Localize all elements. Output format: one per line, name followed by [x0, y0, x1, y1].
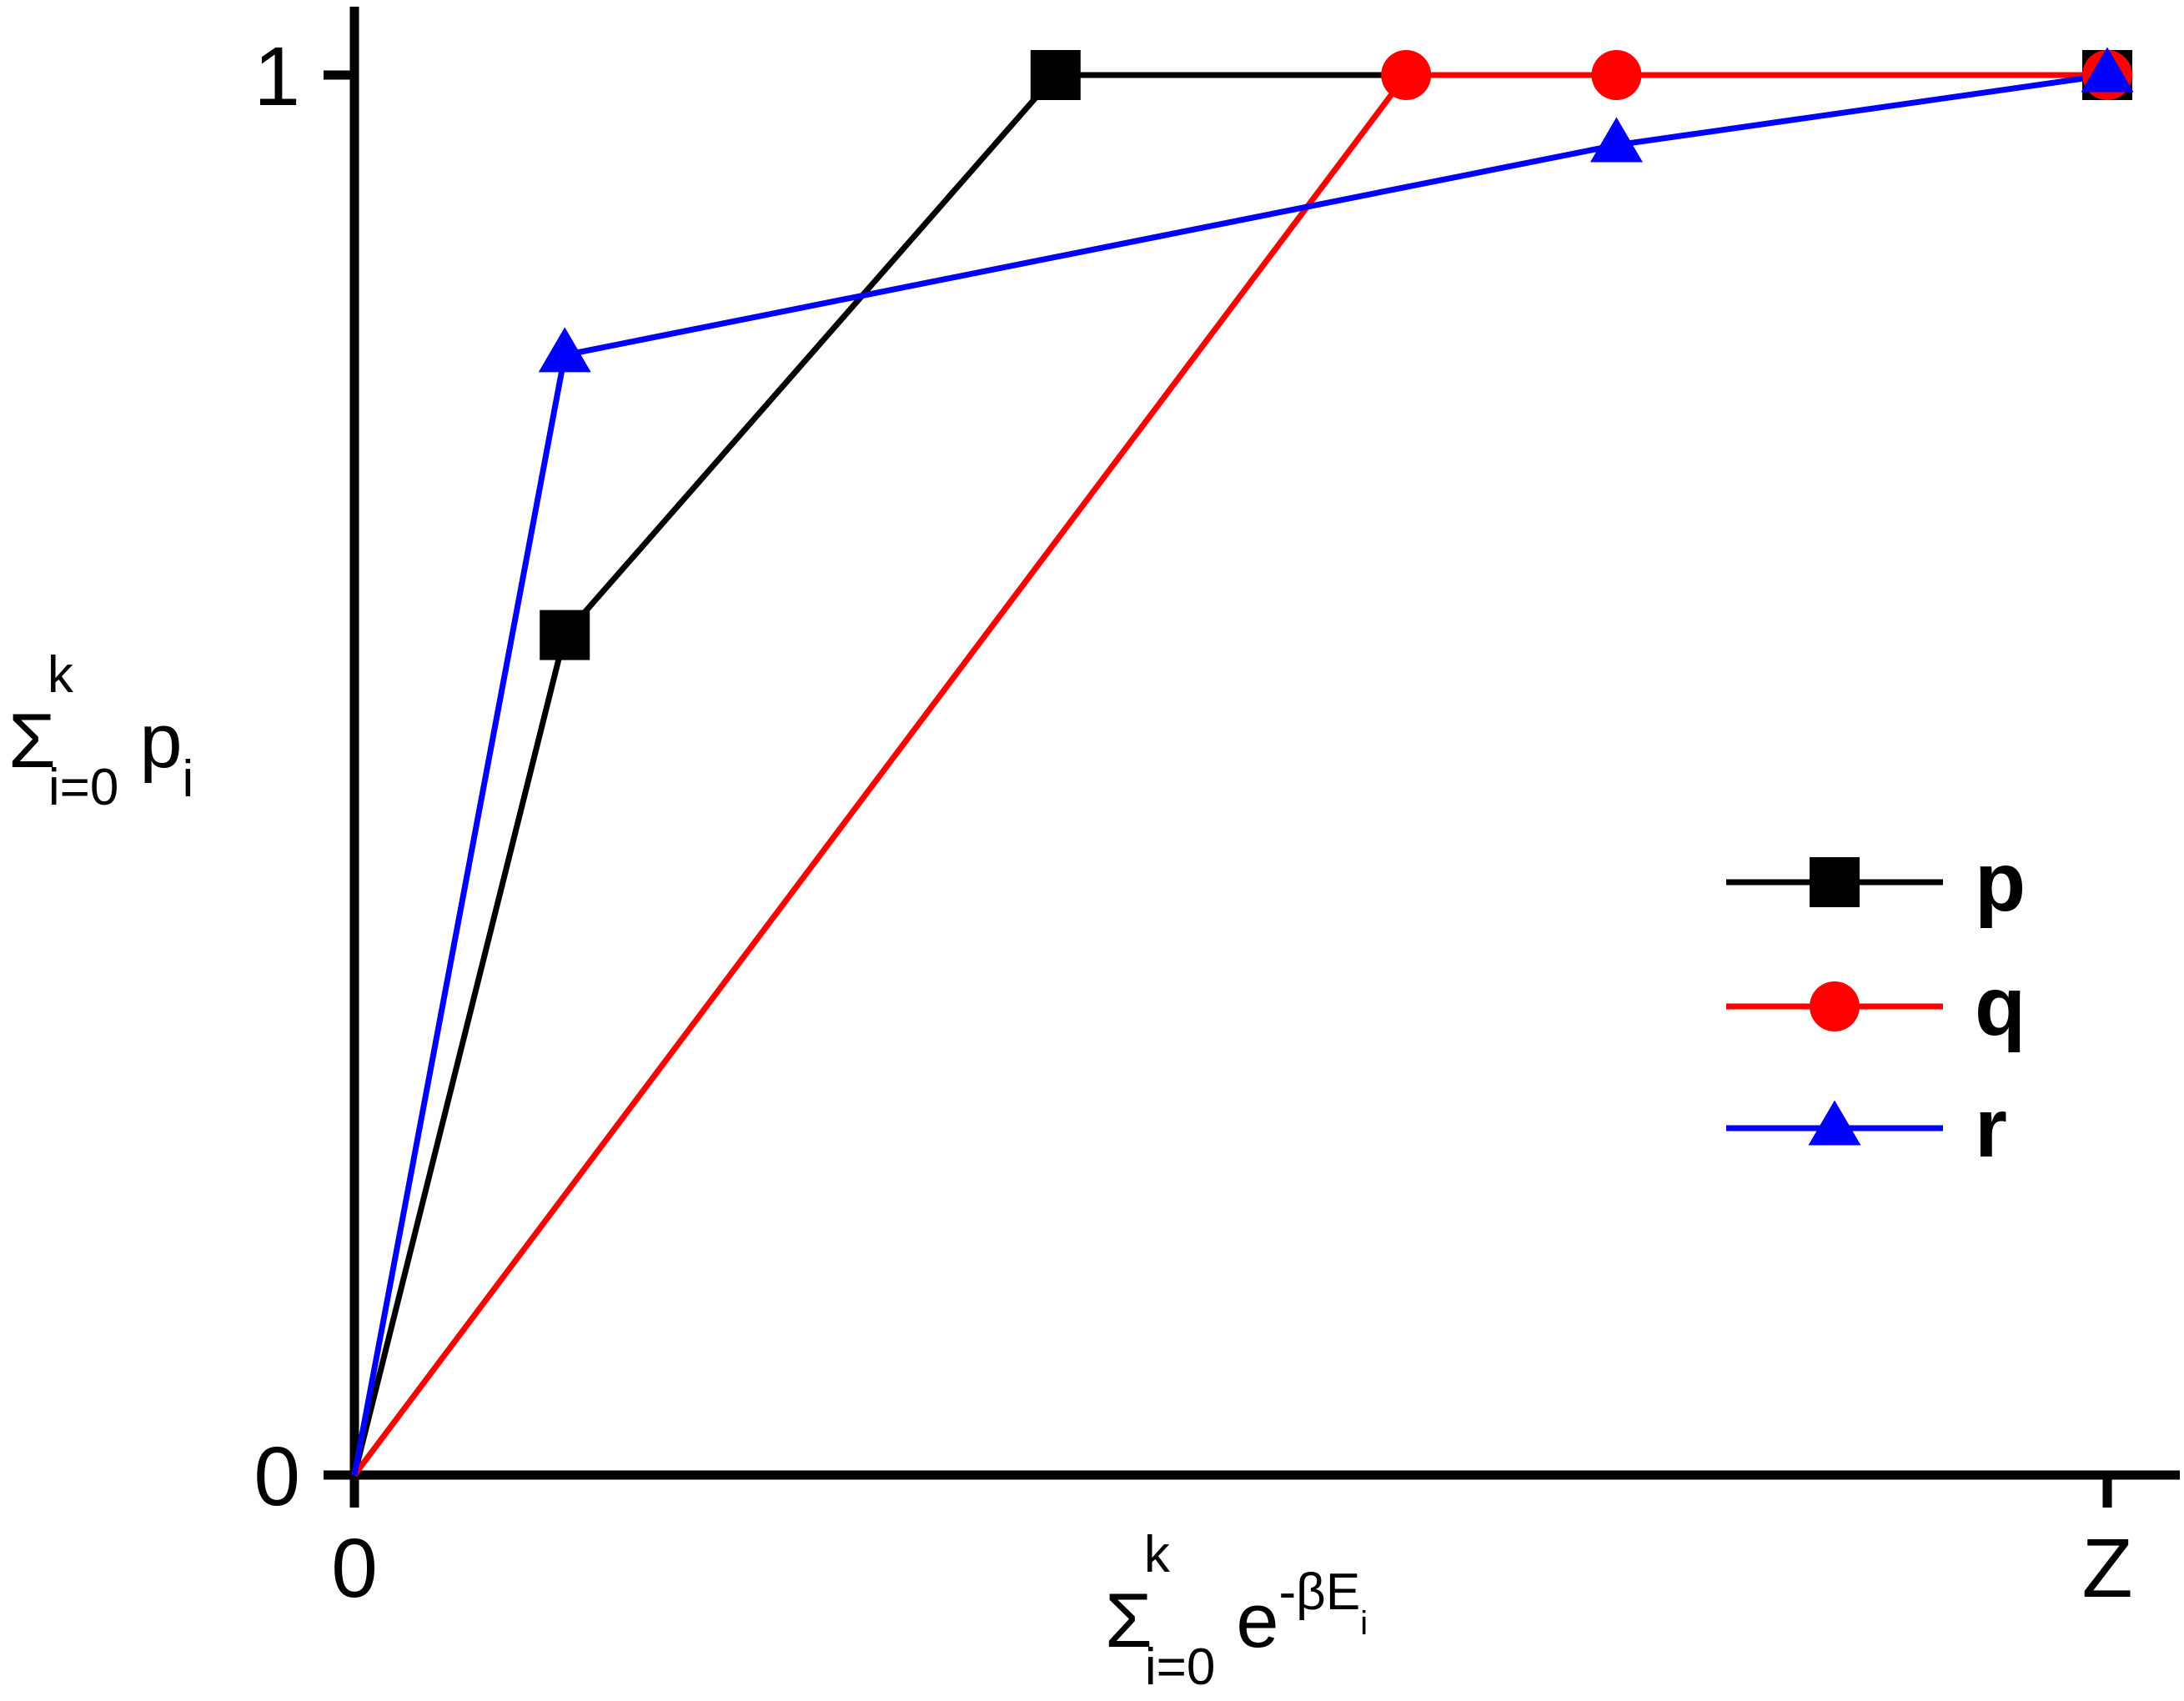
axes: [349, 7, 2180, 1480]
y-tick-label: 0: [254, 1430, 300, 1523]
x-tick-label: 0: [331, 1522, 378, 1615]
circle-marker: [1591, 50, 1642, 100]
series-line-p: [351, 72, 2107, 1476]
y-tick-label: 1: [254, 30, 300, 123]
square-marker: [1030, 50, 1081, 100]
series-layer: [351, 47, 2134, 1478]
triangle-marker: [538, 327, 591, 373]
triangle-marker: [1589, 117, 1643, 163]
legend-label-r: r: [1975, 1081, 2007, 1175]
legend: pqr: [1726, 835, 2026, 1175]
square-marker: [1810, 857, 1860, 907]
series-line-q: [352, 72, 2107, 1478]
circle-marker: [1381, 50, 1432, 100]
triangle-marker: [1808, 1100, 1861, 1146]
svg-text:Σki=0e-βEi: Σk i=0e-βEi: [1105, 1526, 1368, 1696]
x-tick-label: Z: [2081, 1522, 2132, 1615]
square-marker: [540, 610, 590, 660]
y-axis-label: Σk i=0pi: [8, 646, 193, 816]
legend-label-p: p: [1975, 835, 2026, 929]
legend-label-q: q: [1975, 960, 2026, 1053]
circle-marker: [1810, 981, 1860, 1031]
ticks: 0 1 0 Z: [254, 30, 2132, 1615]
series-line-r: [351, 72, 2108, 1476]
svg-text:Σki=0pi: Σk i=0pi: [8, 646, 193, 816]
x-axis-label: Σk i=0e-βEi: [1105, 1526, 1368, 1696]
triangle-marker: [2081, 47, 2134, 93]
